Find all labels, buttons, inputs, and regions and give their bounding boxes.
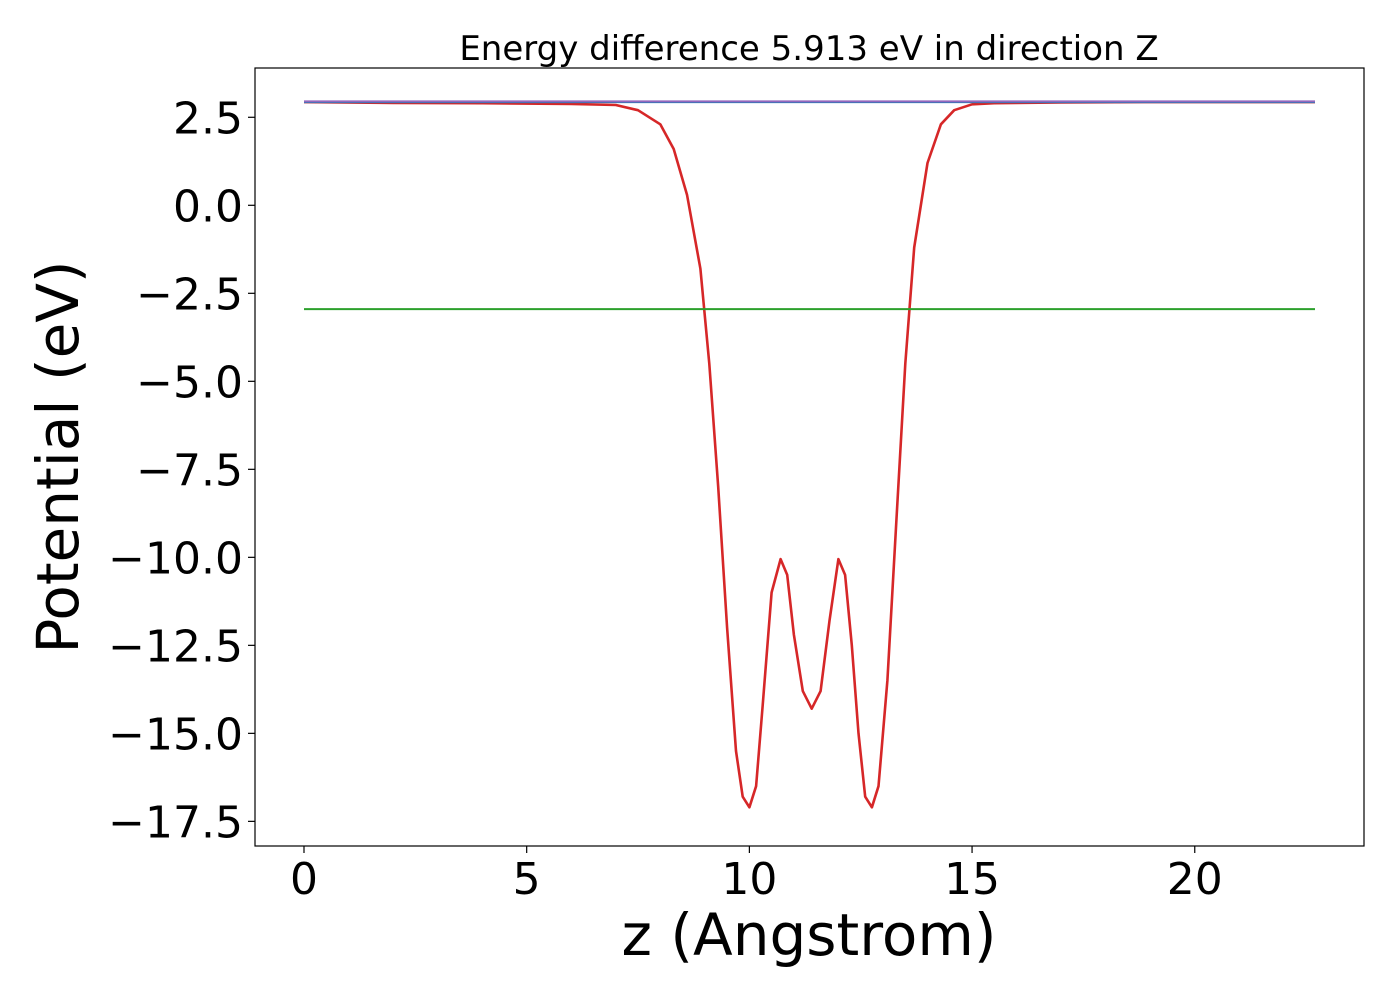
x-axis-label: z (Angstrom) bbox=[622, 901, 997, 969]
y-tick-label: −5.0 bbox=[136, 357, 243, 408]
y-tick-label: −15.0 bbox=[108, 709, 243, 760]
y-axis-ticks: 2.5 0.0 −2.5 −5.0 −7.5 −10.0 −12.5 −15.0 −17.5 bbox=[108, 93, 255, 848]
x-tick-label: 5 bbox=[513, 854, 541, 905]
x-tick-label: 10 bbox=[721, 854, 777, 905]
x-tick-label: 15 bbox=[944, 854, 1000, 905]
y-tick-label: −2.5 bbox=[136, 269, 243, 320]
series-line-1 bbox=[303, 100, 1315, 809]
x-tick-label: 0 bbox=[290, 854, 318, 905]
y-tick-label: −10.0 bbox=[108, 533, 243, 584]
y-axis-label: Potential (eV) bbox=[24, 260, 92, 653]
axes-frame bbox=[254, 67, 1365, 847]
y-tick-label: −17.5 bbox=[108, 797, 243, 848]
x-tick-label: 20 bbox=[1167, 854, 1223, 905]
plot-area bbox=[254, 67, 1365, 847]
chart-title: Energy difference 5.913 eV in direction … bbox=[459, 29, 1158, 69]
y-tick-label: 0.0 bbox=[173, 181, 243, 232]
y-tick-label: 2.5 bbox=[173, 93, 243, 144]
x-axis-ticks: 0 5 10 15 20 bbox=[290, 846, 1223, 905]
y-tick-label: −7.5 bbox=[136, 445, 243, 496]
y-tick-label: −12.5 bbox=[108, 621, 243, 672]
